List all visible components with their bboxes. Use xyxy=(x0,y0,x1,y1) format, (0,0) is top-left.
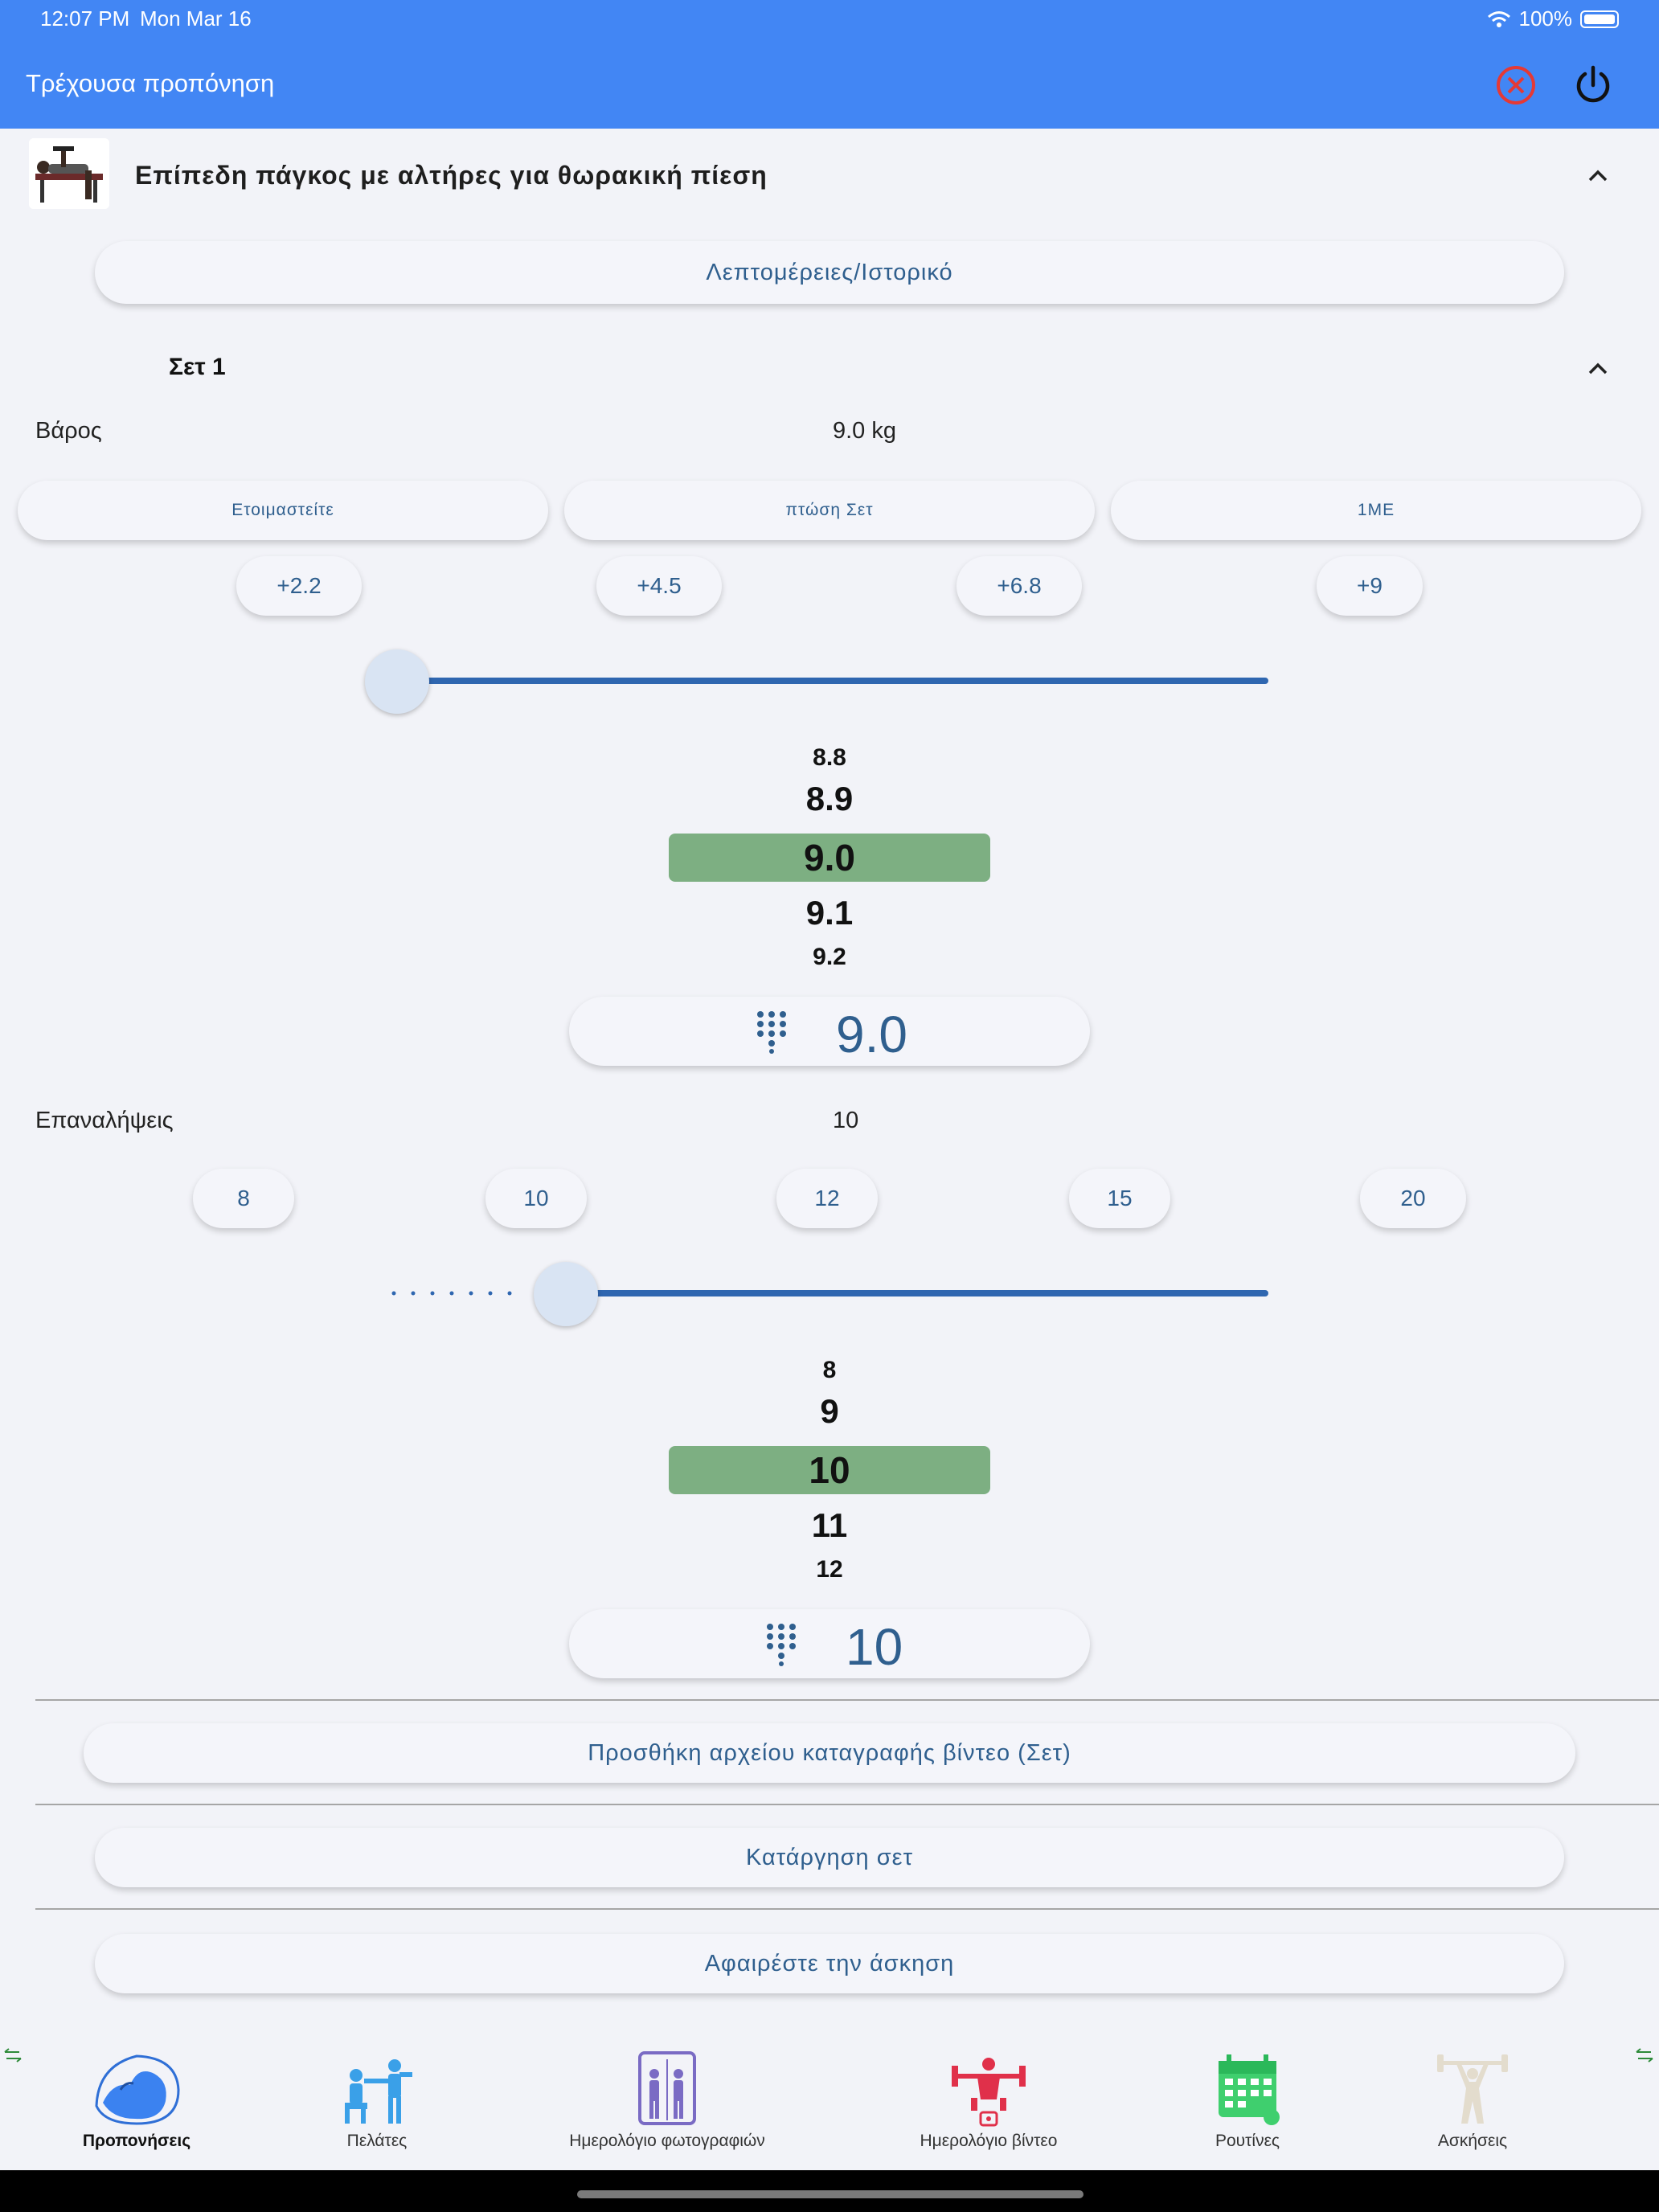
set-title: Σετ 1 xyxy=(169,354,226,380)
reps-preset-button[interactable]: 12 xyxy=(776,1169,878,1228)
reps-preset-button[interactable]: 8 xyxy=(193,1169,294,1228)
weight-increment-button[interactable]: +4.5 xyxy=(596,556,722,616)
weight-value: 9.0 kg xyxy=(833,418,896,444)
reps-picker-item[interactable]: 9 xyxy=(820,1392,839,1430)
battery-percentage: 100% xyxy=(1518,6,1573,31)
nav-label: Ρουτίνες xyxy=(1215,2132,1280,2150)
numpad-icon xyxy=(757,1011,786,1054)
weight-picker-item[interactable]: 9.2 xyxy=(813,944,846,970)
reps-value: 10 xyxy=(833,1108,859,1133)
reps-preset-button[interactable]: 20 xyxy=(1360,1169,1466,1228)
muscle-arm-icon xyxy=(95,2054,180,2125)
reps-label: Επαναλήψεις xyxy=(35,1108,174,1133)
weight-label: Βάρος xyxy=(35,418,102,444)
status-date: Mon Mar 16 xyxy=(140,6,252,31)
battery-icon xyxy=(1580,10,1619,28)
nav-label: Πελάτες xyxy=(346,2132,408,2150)
divider xyxy=(35,1804,1659,1805)
top-app-bar: 12:07 PM Mon Mar 16 100% Τρέχουσα προπόν… xyxy=(0,0,1659,129)
reps-slider-ticks xyxy=(391,1291,512,1296)
page-title: Τρέχουσα προπόνηση xyxy=(26,69,275,97)
reps-preset-button[interactable]: 10 xyxy=(485,1169,587,1228)
status-time: 12:07 PM xyxy=(40,6,130,31)
reps-picker-selected[interactable]: 10 xyxy=(809,1449,850,1491)
weight-slider-thumb[interactable] xyxy=(365,649,429,714)
reps-picker-item[interactable]: 11 xyxy=(811,1506,848,1544)
chevron-up-icon[interactable] xyxy=(1582,352,1614,384)
weight-picker-item[interactable]: 8.9 xyxy=(805,780,854,817)
calendar-routines-icon xyxy=(1219,2054,1280,2125)
exercise-header[interactable]: Επίπεδη πάγκος με αλτήρες για θωρακική π… xyxy=(0,129,1659,225)
chevron-up-icon[interactable] xyxy=(1582,159,1614,191)
power-icon[interactable] xyxy=(1571,63,1616,108)
home-indicator[interactable] xyxy=(577,2190,1083,2198)
video-log-icon xyxy=(952,2058,1026,2127)
nav-label: Ημερολόγιο βίντεο xyxy=(920,2132,1058,2150)
remove-set-button[interactable]: Κατάργηση σετ xyxy=(95,1828,1564,1887)
reps-picker-item[interactable]: 12 xyxy=(816,1556,843,1579)
nav-label: Προπονήσεις xyxy=(82,2132,191,2150)
reps-slider-track[interactable] xyxy=(566,1290,1268,1296)
weight-slider-track[interactable] xyxy=(397,678,1268,684)
reps-numeric-input[interactable] xyxy=(569,1609,1090,1678)
add-video-log-button[interactable]: Προσθήκη αρχείου καταγραφής βίντεο (Σετ) xyxy=(84,1723,1575,1783)
nav-item-video-log[interactable]: Ημερολόγιο βίντεο xyxy=(892,2042,1085,2162)
exercise-thumbnail xyxy=(29,138,109,209)
details-history-button[interactable]: Λεπτομέρειες/Ιστορικό xyxy=(95,241,1564,304)
reps-preset-button[interactable]: 15 xyxy=(1069,1169,1170,1228)
drop-set-mode-button[interactable]: πτώση Σετ xyxy=(564,481,1095,540)
weight-increment-button[interactable]: +6.8 xyxy=(956,556,1082,616)
one-rep-max-mode-button[interactable]: 1ΜΕ xyxy=(1111,481,1641,540)
nav-item-workouts[interactable]: Προπονήσεις xyxy=(56,2042,217,2162)
wifi-icon xyxy=(1487,10,1510,27)
weight-picker-selection xyxy=(669,834,990,882)
reps-input-value: 10 xyxy=(846,1618,903,1676)
weight-numeric-input[interactable] xyxy=(569,997,1090,1066)
numpad-icon xyxy=(767,1624,796,1666)
warmup-mode-button[interactable]: Ετοιμαστείτε xyxy=(18,481,548,540)
reps-picker-item[interactable]: 8 xyxy=(822,1357,837,1383)
nav-label: Ημερολόγιο φωτογραφιών xyxy=(569,2132,765,2150)
photo-log-icon xyxy=(638,2051,696,2125)
reps-slider-thumb[interactable] xyxy=(534,1262,598,1326)
weight-picker-item[interactable]: 9.1 xyxy=(805,894,854,932)
weight-input-value: 9.0 xyxy=(836,1006,907,1063)
trainer-client-icon xyxy=(345,2059,412,2124)
weightlifter-icon xyxy=(1437,2054,1508,2124)
close-circle-icon[interactable] xyxy=(1493,63,1538,108)
nav-item-routines[interactable]: Ρουτίνες xyxy=(1167,2042,1328,2162)
divider xyxy=(35,1699,1659,1701)
nav-item-exercises[interactable]: Ασκήσεις xyxy=(1392,2042,1553,2162)
reps-picker-selection xyxy=(669,1446,990,1494)
bottom-navigation: Προπονήσεις Πελάτες xyxy=(0,2042,1659,2162)
divider xyxy=(35,1908,1659,1910)
nav-item-clients[interactable]: Πελάτες xyxy=(297,2042,457,2162)
exercise-title: Επίπεδη πάγκος με αλτήρες για θωρακική π… xyxy=(135,161,768,190)
weight-increment-button[interactable]: +2.2 xyxy=(236,556,362,616)
remove-exercise-button[interactable]: Αφαιρέστε την άσκηση xyxy=(95,1934,1564,1993)
swap-arrows-icon[interactable] xyxy=(3,2048,23,2062)
status-indicators: 100% xyxy=(1487,6,1619,31)
swap-arrows-icon[interactable] xyxy=(1635,2048,1654,2062)
weight-increment-button[interactable]: +9 xyxy=(1317,556,1423,616)
weight-picker-selected[interactable]: 9.0 xyxy=(804,837,855,879)
nav-item-photo-log[interactable]: Ημερολόγιο φωτογραφιών xyxy=(555,2042,780,2162)
weight-picker-item[interactable]: 8.8 xyxy=(813,744,846,771)
nav-label: Ασκήσεις xyxy=(1437,2132,1508,2150)
